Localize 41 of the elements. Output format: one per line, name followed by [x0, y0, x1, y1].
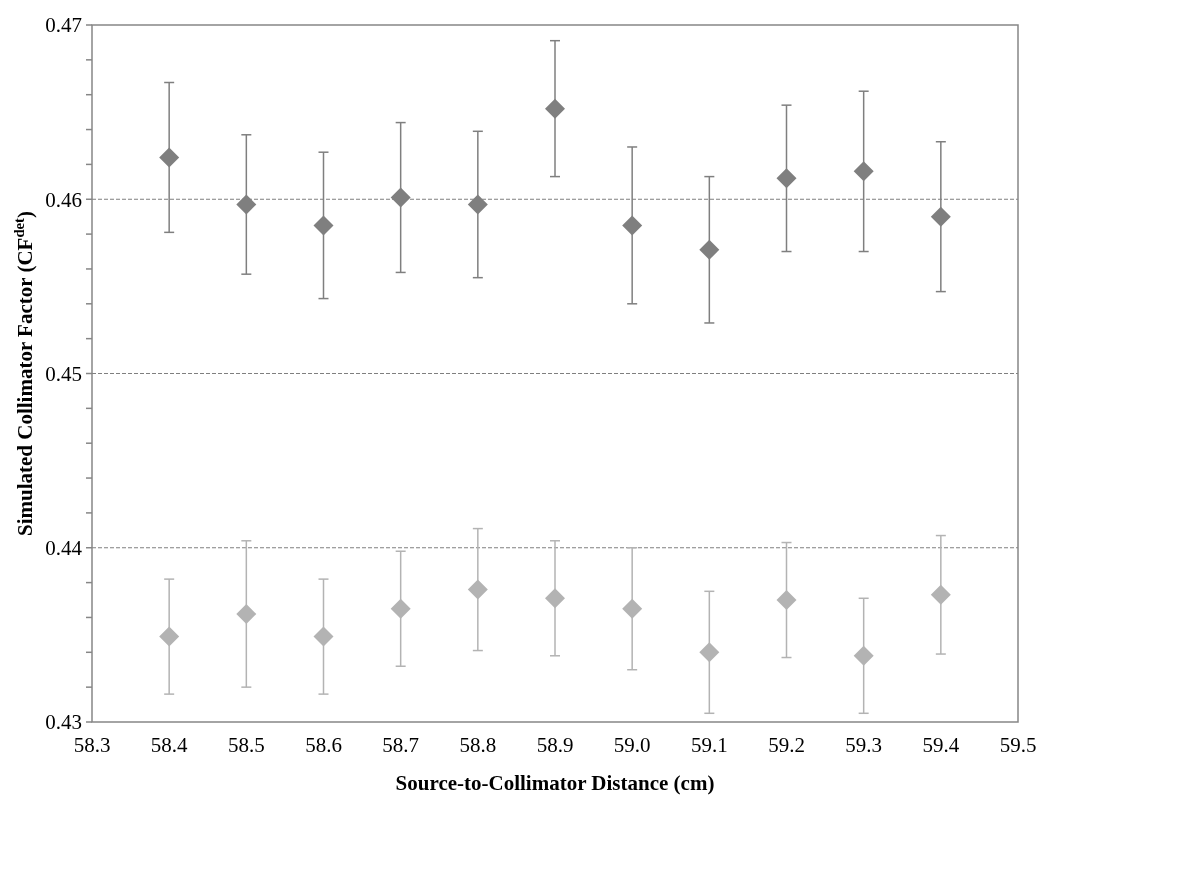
- point: [853, 161, 874, 182]
- point: [853, 645, 874, 666]
- point: [159, 147, 180, 168]
- x-tick-label: 59.2: [768, 733, 805, 757]
- point: [699, 642, 720, 663]
- x-axis-title: Source-to-Collimator Distance (cm): [395, 771, 715, 795]
- point: [390, 598, 411, 619]
- point: [236, 603, 257, 624]
- x-tick-label: 59.5: [999, 733, 1037, 757]
- x-tick-label: 58.4: [150, 733, 189, 757]
- x-tick-label: 58.3: [73, 733, 111, 757]
- point: [930, 584, 951, 605]
- point: [622, 598, 643, 619]
- x-tick-label: 58.6: [305, 733, 342, 757]
- point: [699, 239, 720, 260]
- x-tick-label: 59.1: [690, 733, 728, 757]
- x-tick-label: 58.8: [459, 733, 497, 757]
- y-tick-label: 0.45: [45, 361, 82, 386]
- point: [545, 98, 565, 119]
- x-tick-label: 59.4: [922, 733, 960, 757]
- x-tick-label: 59.3: [845, 733, 883, 757]
- x-tick-label: 58.5: [227, 733, 265, 757]
- point: [313, 215, 334, 236]
- x-tick-label: 59.0: [613, 733, 651, 757]
- x-tick-label: 58.9: [536, 733, 574, 757]
- point: [467, 579, 488, 600]
- point: [622, 215, 643, 236]
- point: [776, 168, 797, 189]
- point: [159, 626, 180, 647]
- y-tick-label: 0.47: [45, 13, 82, 38]
- y-tick-label: 0.46: [45, 187, 82, 212]
- point: [467, 194, 488, 215]
- y-tick-label: 0.43: [45, 710, 82, 735]
- y-tick-label: 0.44: [45, 536, 83, 561]
- point: [776, 590, 797, 611]
- point: [313, 626, 334, 647]
- point: [545, 588, 565, 609]
- point: [930, 206, 951, 227]
- point: [236, 194, 257, 215]
- x-tick-label: 58.7: [382, 733, 420, 757]
- point: [390, 187, 411, 208]
